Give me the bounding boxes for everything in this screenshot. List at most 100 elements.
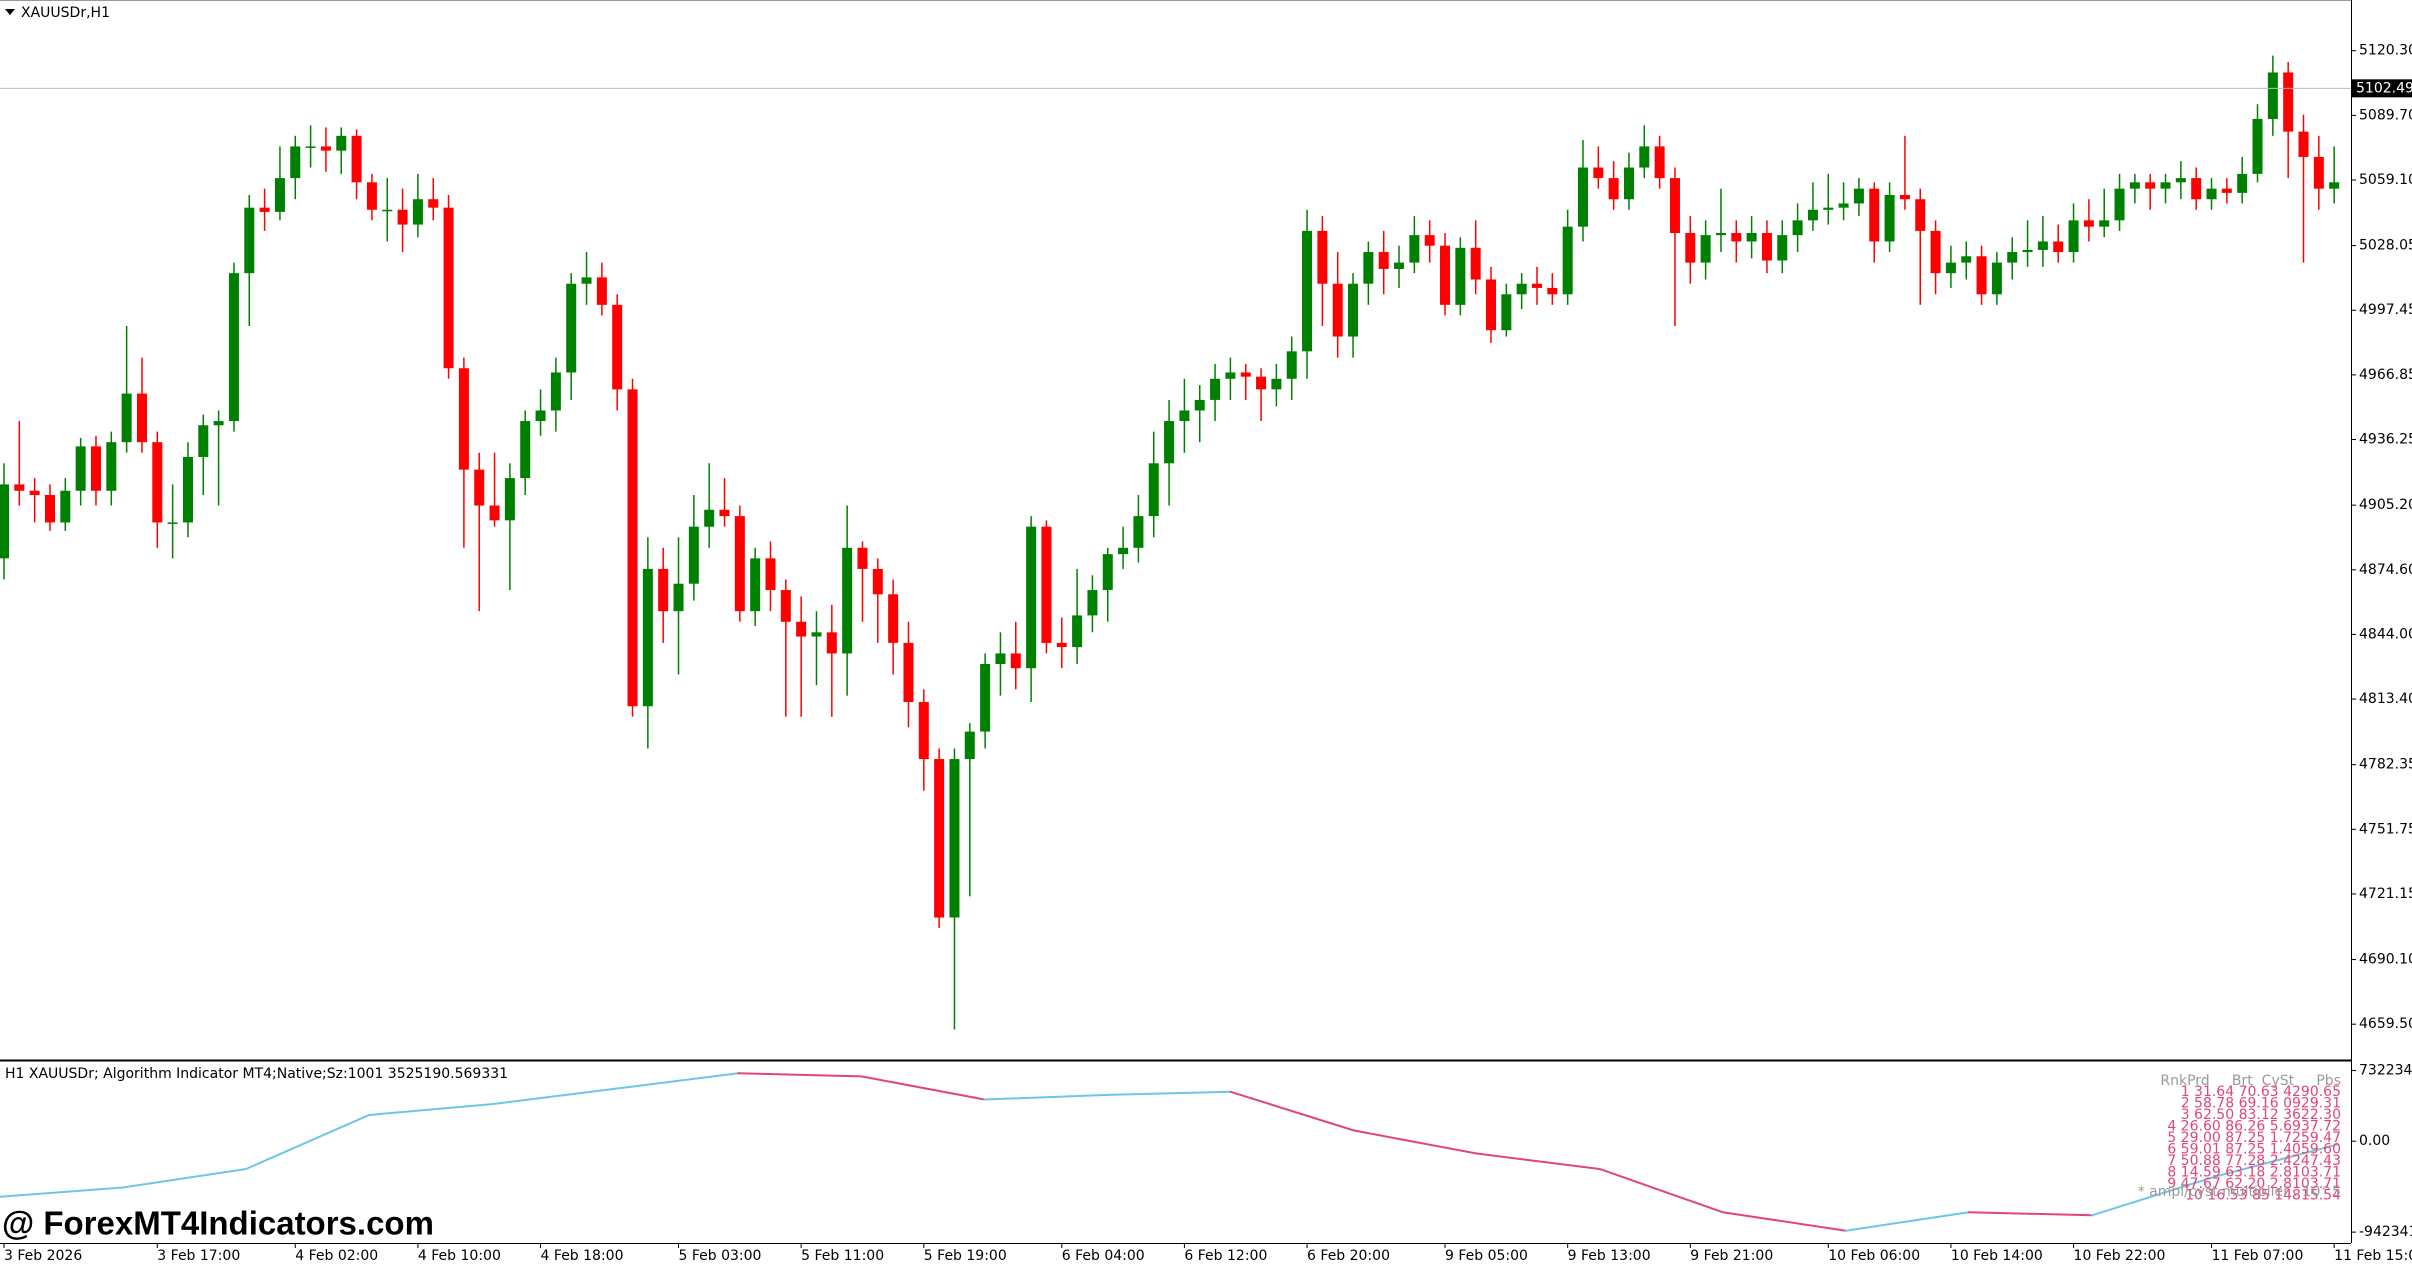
- candle-body: [780, 590, 791, 622]
- indicator-line: [1844, 1211, 1970, 1232]
- table-note: * ampl/cyst multiplier : 10^5: [2138, 1184, 2341, 1200]
- candle-body: [2099, 220, 2110, 227]
- indicator-line: [737, 1072, 863, 1078]
- candle-body: [504, 478, 515, 521]
- candle-body: [2145, 182, 2156, 189]
- x-tick-label: 10 Feb 22:00: [2074, 1248, 2166, 1264]
- candle-body: [1761, 233, 1772, 261]
- table-row: 6 59.01 87.25 1.4059.60: [2167, 1142, 2341, 1158]
- indicator-title: H1 XAUUSDr; Algorithm Indicator MT4;Nati…: [5, 1066, 508, 1082]
- candle-body: [274, 178, 285, 212]
- indicator-line: [1106, 1090, 1232, 1096]
- indicator-line: [860, 1075, 986, 1101]
- x-tick-label: 10 Feb 14:00: [1951, 1248, 2043, 1264]
- chart-title: XAUUSDr,H1: [21, 5, 110, 21]
- candle-body: [290, 146, 301, 179]
- table-row: 1 31.64 70.63 4290.65: [2181, 1084, 2341, 1100]
- candle-body: [566, 283, 577, 373]
- candle-body: [44, 494, 55, 523]
- candle-body: [1271, 378, 1282, 390]
- x-tick-label: 9 Feb 05:00: [1445, 1248, 1528, 1264]
- candle-body: [1501, 294, 1512, 331]
- candle-body: [627, 389, 638, 707]
- candle-body: [106, 442, 117, 491]
- candle-body: [1026, 526, 1037, 669]
- indicator-y-tick-label: 0.00: [2359, 1133, 2390, 1149]
- candle-body: [1945, 262, 1956, 274]
- candle-body: [1225, 372, 1236, 379]
- candle-body: [428, 199, 439, 208]
- table-row: 5 29.00 87.25 1.7259.47: [2167, 1130, 2341, 1146]
- candle-body: [90, 446, 101, 491]
- candle-body: [182, 456, 193, 523]
- candle-body: [1317, 230, 1328, 284]
- candle-body: [259, 207, 270, 212]
- indicator-line: [1352, 1129, 1478, 1155]
- candle-body: [2283, 72, 2294, 132]
- candle-body: [1731, 233, 1742, 242]
- x-tick-label: 10 Feb 06:00: [1828, 1248, 1920, 1264]
- x-tick-label: 4 Feb 02:00: [295, 1248, 378, 1264]
- candle-body: [228, 273, 239, 422]
- candle-body: [412, 199, 423, 225]
- indicator-line: [2090, 1175, 2216, 1217]
- y-tick-label: 4721.15: [2359, 886, 2412, 902]
- candle-body: [2313, 156, 2324, 189]
- candle-body: [1056, 642, 1067, 648]
- candle-body: [765, 558, 776, 591]
- candle-body: [704, 509, 715, 527]
- x-tick-label: 4 Feb 10:00: [418, 1248, 501, 1264]
- y-tick-label: 5089.70: [2359, 107, 2412, 123]
- indicator-line: [491, 1087, 617, 1106]
- x-tick-label: 9 Feb 13:00: [1568, 1248, 1651, 1264]
- candle-body: [1486, 279, 1497, 331]
- candle-body: [2022, 249, 2033, 253]
- candle-body: [1807, 209, 1818, 221]
- table-row: 4 26.60 86.26 5.6937.72: [2167, 1119, 2341, 1135]
- x-tick-label: 11 Feb 07:00: [2212, 1248, 2304, 1264]
- candle-body: [397, 209, 408, 225]
- candle-body: [213, 421, 224, 426]
- candle-body: [1302, 230, 1313, 352]
- x-tick-label: 6 Feb 12:00: [1184, 1248, 1267, 1264]
- y-tick-label: 5059.10: [2359, 172, 2412, 188]
- candle-body: [443, 207, 454, 369]
- candle-body: [719, 509, 730, 517]
- candle-body: [1899, 194, 1910, 200]
- candle-body: [842, 547, 853, 654]
- candle-body: [1532, 283, 1542, 288]
- candle-body: [167, 522, 178, 524]
- candle-body: [489, 505, 500, 521]
- candle-body: [29, 490, 40, 495]
- candle-body: [1838, 203, 1849, 208]
- candle-body: [320, 146, 331, 151]
- candle-body: [2206, 188, 2217, 200]
- candle-body: [1210, 378, 1221, 400]
- indicator-y-tick-label: 7322345: [2359, 1063, 2412, 1079]
- candle-body: [0, 484, 9, 559]
- candle-body: [612, 304, 623, 390]
- candle-body: [1194, 399, 1205, 411]
- candle-body: [1547, 287, 1558, 295]
- candle-body: [14, 484, 25, 491]
- candle-body: [1133, 516, 1144, 548]
- candle-body: [1823, 207, 1834, 210]
- candle-body: [535, 410, 546, 422]
- candle-body: [2068, 220, 2079, 253]
- candle-body: [995, 653, 1006, 664]
- x-tick-label: 11 Feb 15:00: [2334, 1248, 2412, 1264]
- candle-body: [474, 469, 485, 506]
- candle-body: [1700, 235, 1711, 263]
- bid-box: [2352, 79, 2412, 98]
- x-tick-label: 4 Feb 18:00: [541, 1248, 624, 1264]
- candle-body: [1639, 146, 1650, 168]
- candle-body: [1930, 230, 1941, 274]
- candle-body: [1593, 167, 1604, 179]
- candle-body: [2175, 178, 2186, 183]
- indicator-line: [122, 1167, 248, 1189]
- candle-body: [1440, 245, 1451, 305]
- indicator-line: [1475, 1152, 1601, 1170]
- candle-body: [2053, 241, 2064, 253]
- candle-body: [888, 594, 899, 643]
- y-tick-label: 4690.10: [2359, 952, 2412, 968]
